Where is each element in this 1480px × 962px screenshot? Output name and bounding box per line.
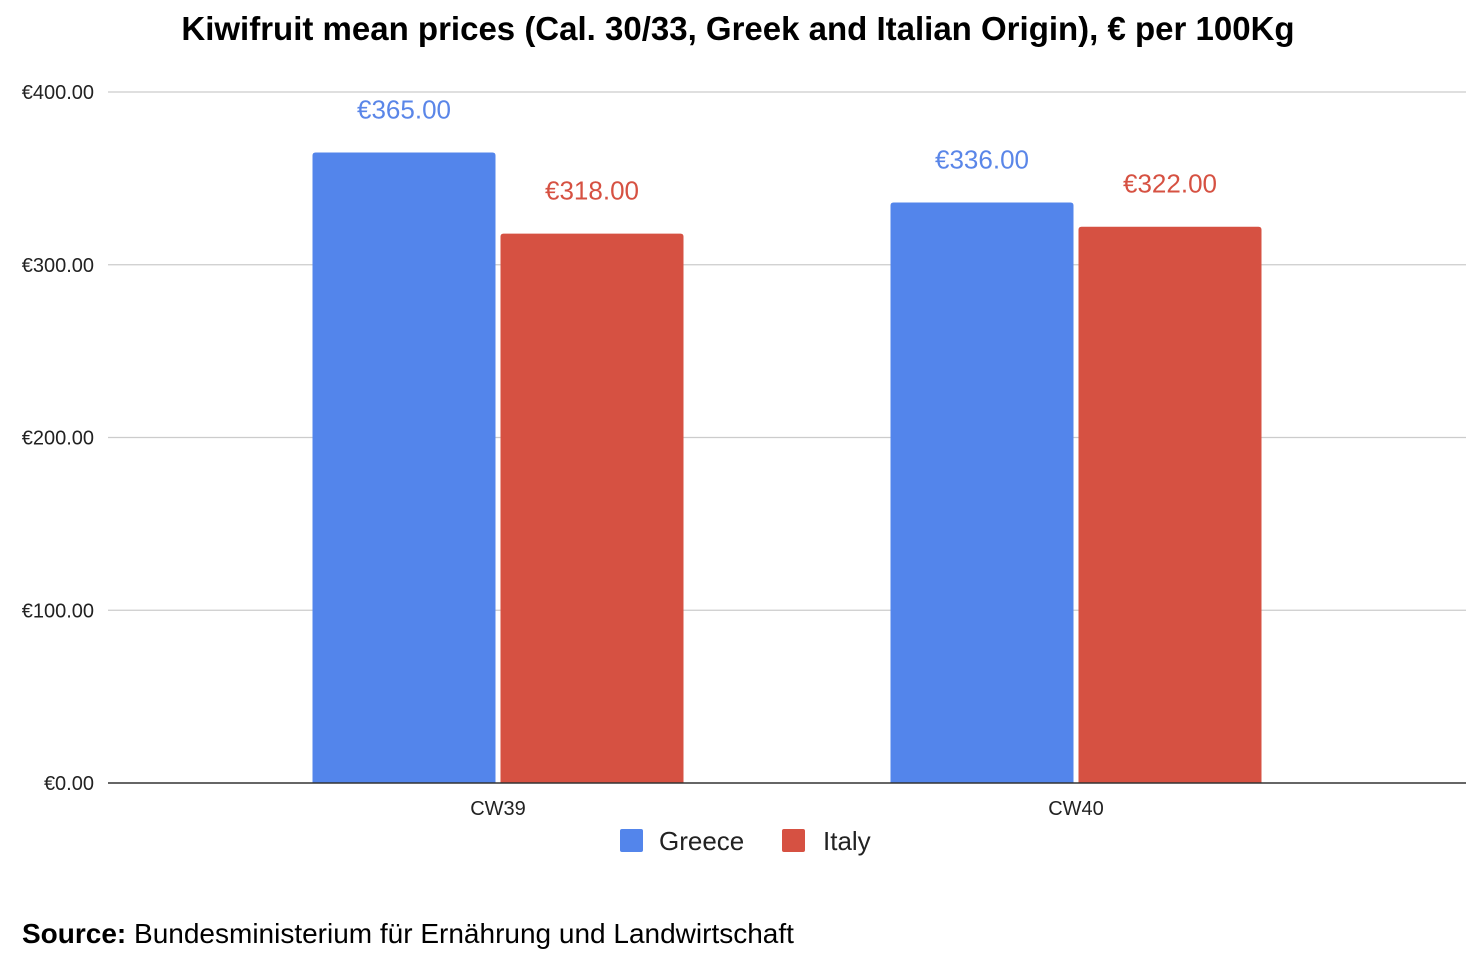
y-tick-label: €200.00 bbox=[22, 428, 94, 450]
source-note: Source: Bundesministerium für Ernährung … bbox=[22, 918, 794, 950]
x-category-label: CW40 bbox=[1048, 798, 1104, 820]
y-tick-label: €300.00 bbox=[22, 255, 94, 277]
x-axis-category-labels: CW39 CW40 bbox=[470, 798, 1104, 820]
bar-greece-cw39 bbox=[312, 152, 496, 783]
bar-italy-cw40 bbox=[1078, 226, 1262, 783]
data-label-italy-cw39: €318.00 bbox=[545, 176, 639, 206]
data-label-greece-cw40: €336.00 bbox=[935, 145, 1029, 175]
source-text: Bundesministerium für Ernährung und Land… bbox=[134, 918, 794, 949]
bar-italy-cw39 bbox=[500, 233, 684, 783]
y-tick-label: €100.00 bbox=[22, 600, 94, 622]
y-tick-label: €0.00 bbox=[44, 773, 94, 795]
data-label-greece-cw39: €365.00 bbox=[357, 94, 451, 124]
source-label: Source: bbox=[22, 918, 127, 949]
data-label-italy-cw40: €322.00 bbox=[1123, 169, 1217, 199]
y-axis-tick-labels: €0.00 €100.00 €200.00 €300.00 €400.00 bbox=[22, 82, 94, 795]
legend-swatch-italy bbox=[782, 829, 805, 852]
bar-greece-cw40 bbox=[890, 202, 1074, 783]
gridlines bbox=[108, 91, 1466, 611]
data-labels: €365.00 €318.00 €336.00 €322.00 bbox=[357, 94, 1217, 205]
chart-title: Kiwifruit mean prices (Cal. 30/33, Greek… bbox=[181, 10, 1294, 47]
y-tick-label: €400.00 bbox=[22, 82, 94, 104]
bars bbox=[312, 152, 1262, 783]
legend-swatch-greece bbox=[620, 829, 643, 852]
legend-label-greece: Greece bbox=[659, 826, 744, 856]
x-category-label: CW39 bbox=[470, 798, 526, 820]
legend: Greece Italy bbox=[620, 826, 871, 856]
legend-label-italy: Italy bbox=[823, 826, 871, 856]
